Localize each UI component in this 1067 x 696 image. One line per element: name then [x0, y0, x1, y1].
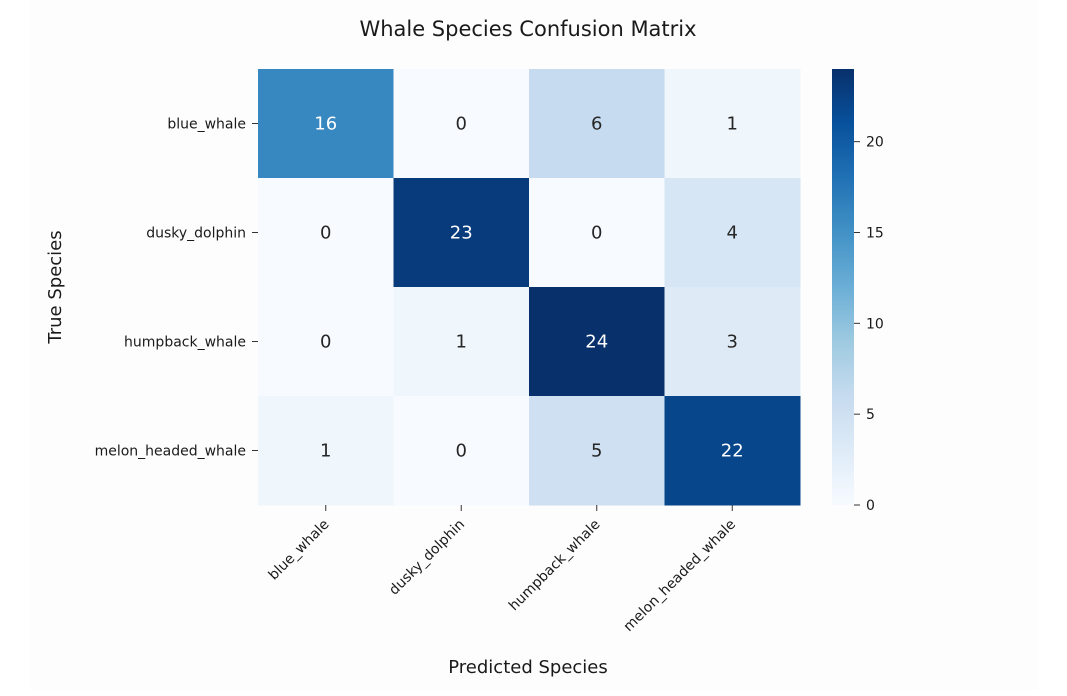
y-tick-label: dusky_dolphin	[146, 226, 246, 242]
colorbar-tick-label: 10	[866, 316, 884, 332]
cell-value-label: 1	[456, 332, 467, 353]
heatmap-cell	[529, 287, 665, 397]
heatmap-cell	[393, 287, 530, 397]
heatmap-cell	[393, 69, 530, 179]
cell-value-label: 0	[320, 332, 331, 353]
chart-title: Whale Species Confusion Matrix	[359, 17, 696, 41]
colorbar-tick-label: 5	[866, 407, 875, 423]
cell-value-label: 23	[450, 223, 473, 244]
colorbar-tick-label: 15	[866, 226, 884, 242]
heatmap-cell	[393, 396, 530, 506]
heatmap-cell	[529, 178, 665, 288]
y-tick-label: blue_whale	[167, 117, 246, 133]
y-axis-ticks: blue_whale dusky_dolphin humpback_whalemel…	[95, 117, 258, 460]
x-tick-label: dusky_dolphin	[386, 517, 468, 599]
colorbar-tick-label: 20	[866, 135, 884, 151]
cell-value-label: 22	[721, 441, 744, 462]
x-axis-title: Predicted Species	[448, 657, 608, 678]
heatmap-cell	[258, 396, 394, 506]
heatmap-cell	[529, 69, 665, 179]
heatmap-cell	[664, 287, 801, 397]
heatmap-cell	[258, 69, 394, 179]
heatmap-cell	[529, 396, 665, 506]
heatmap-cell	[664, 69, 801, 179]
heatmap-cells	[258, 69, 801, 506]
heatmap-cell	[258, 178, 394, 288]
cell-value-label: 24	[585, 332, 608, 353]
heatmap-cell	[664, 178, 801, 288]
cell-value-label: 1	[727, 114, 738, 135]
cell-value-label: 1	[320, 441, 331, 462]
cell-value-label: 16	[314, 114, 337, 135]
heatmap-cell	[393, 178, 530, 288]
x-tick-label: humpback_whale	[506, 517, 604, 615]
heatmap-cell	[664, 396, 801, 506]
colorbar-tick-label: 0	[866, 498, 875, 514]
cell-value-label: 0	[591, 223, 602, 244]
cell-value-label: 3	[727, 332, 738, 353]
colorbar-ticks: 0 5 10 15 20	[854, 135, 884, 514]
cell-value-label: 4	[727, 223, 738, 244]
heatmap-cell-labels: 16 0 6 1 0 23 0 4 0 1 24 3 1 0 5 22	[314, 114, 743, 462]
heatmap-cell	[258, 287, 394, 397]
y-tick-label: melon_headed_whale	[95, 444, 246, 460]
colorbar	[832, 69, 854, 505]
y-axis-title: True Species	[45, 230, 66, 344]
x-tick-label: blue_whale	[266, 517, 333, 584]
x-tick-label: melon_headed_whale	[621, 517, 739, 635]
cell-value-label: 0	[456, 441, 467, 462]
x-axis-ticks: blue_whale dusky_dolphin humpback_whale mel…	[266, 505, 739, 635]
cell-value-label: 6	[591, 114, 602, 135]
cell-value-label: 0	[320, 223, 331, 244]
y-tick-label: humpback_whale	[124, 335, 246, 351]
cell-value-label: 0	[456, 114, 467, 135]
cell-value-label: 5	[591, 441, 602, 462]
